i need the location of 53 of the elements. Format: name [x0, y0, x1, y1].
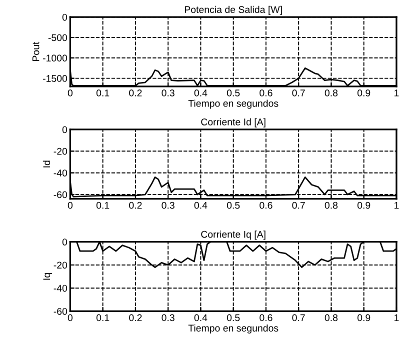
x-tick-label: 0.3: [162, 202, 174, 209]
x-tick-label: 0.5: [226, 314, 240, 322]
x-tick-label: 0.7: [292, 314, 305, 322]
x-axis-title: Tiempo en segundos: [188, 100, 278, 109]
y-tick-label: 0: [62, 126, 68, 134]
x-tick-label: 0.2: [129, 90, 142, 96]
x-tick-label: 0.9: [357, 202, 370, 209]
y-tick-label: -60: [54, 308, 68, 315]
y-axis-title: Iq: [43, 273, 52, 280]
chart-title: Potencia de Salida [W]: [184, 6, 282, 15]
x-tick-label: 1: [394, 90, 399, 96]
x-tick-label: 0.6: [260, 314, 272, 322]
x-tick-label: 0.3: [162, 314, 174, 322]
x-tick-label: 0.7: [292, 202, 305, 209]
x-tick-label: 0.8: [324, 202, 338, 209]
x-tick-label: 1: [394, 202, 399, 209]
x-tick-label: 0.1: [96, 314, 110, 322]
y-tick-label: -40: [54, 170, 68, 176]
x-tick-label: 0.3: [162, 90, 174, 96]
x-tick-label: 0.8: [324, 90, 338, 96]
y-tick-label: -60: [54, 191, 68, 198]
y-tick-label: -1000: [43, 54, 68, 62]
y-axis-title: Pout: [32, 42, 40, 61]
x-tick-label: 0.7: [292, 90, 305, 96]
x-tick-label: 0.2: [129, 202, 142, 209]
y-tick-label: -20: [54, 148, 68, 155]
y-tick-label: -500: [48, 34, 68, 42]
x-tick-label: 0.8: [324, 314, 338, 322]
y-tick-label: 0: [62, 14, 68, 21]
x-tick-label: 0.4: [194, 202, 208, 209]
x-tick-label: 0.9: [357, 314, 370, 322]
x-tick-label: 0.1: [96, 90, 110, 96]
x-tick-label: 0.4: [194, 314, 208, 322]
y-tick-label: -40: [54, 284, 68, 292]
x-tick-label: 0.6: [260, 90, 272, 96]
x-tick-label: 0.4: [194, 90, 208, 96]
x-tick-label: 0.5: [226, 90, 240, 96]
x-tick-label: 0.6: [260, 202, 272, 209]
x-tick-label: 0.1: [96, 202, 110, 209]
x-tick-label: 0.5: [226, 202, 240, 209]
x-tick-label: 0.9: [357, 90, 370, 96]
y-tick-label: 0: [62, 238, 68, 246]
x-tick-label: 0: [68, 202, 73, 209]
chart-title: Corriente Id [A]: [201, 118, 266, 128]
x-tick-label: 1: [394, 314, 399, 322]
x-tick-label: 0: [68, 90, 73, 96]
x-tick-label: 0.2: [129, 314, 142, 322]
y-tick-label: -1500: [43, 75, 68, 82]
y-tick-label: -20: [54, 262, 68, 269]
y-axis-title: Id: [42, 160, 50, 168]
chart-title: Corriente Iq [A]: [201, 230, 266, 240]
x-tick-label: 0: [68, 314, 73, 322]
x-axis-title: Tiempo en segundos: [188, 324, 278, 334]
